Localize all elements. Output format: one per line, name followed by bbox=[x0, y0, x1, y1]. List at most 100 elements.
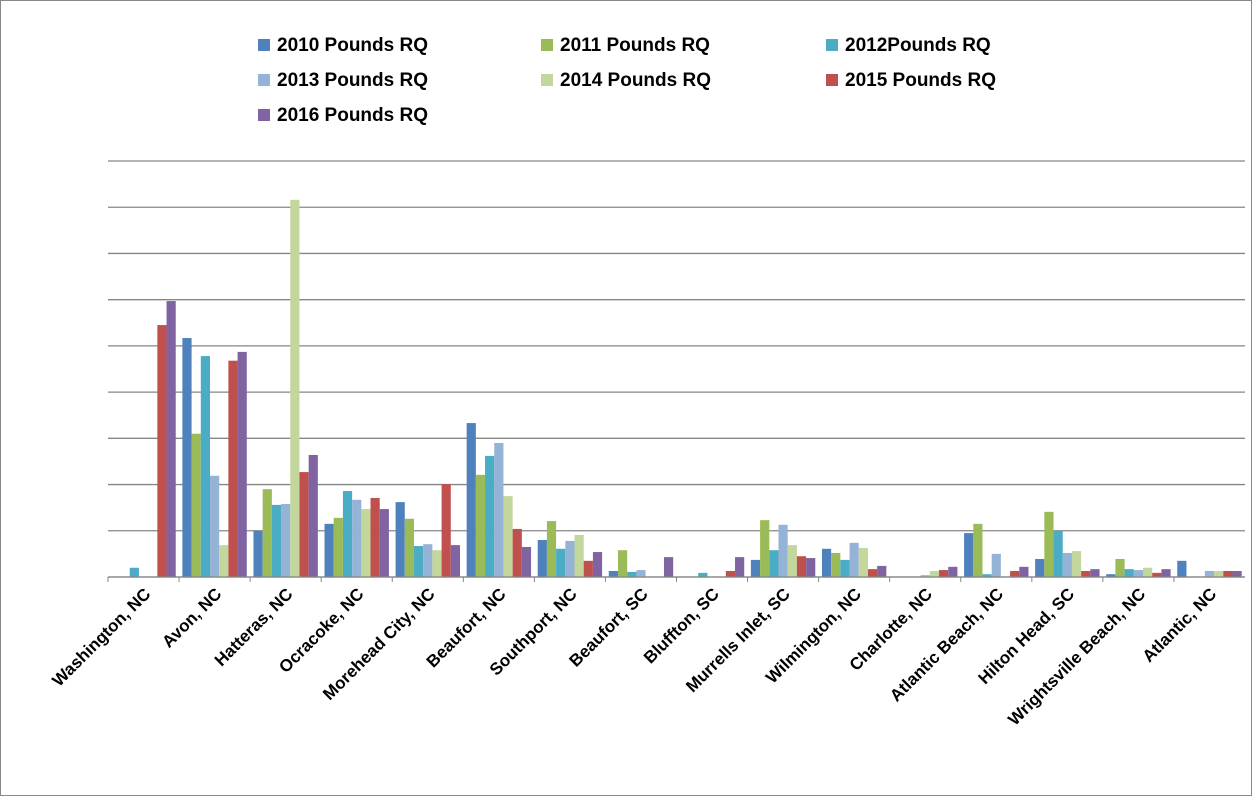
bar bbox=[1010, 570, 1020, 577]
bar bbox=[182, 338, 192, 577]
bar bbox=[592, 552, 603, 577]
bar bbox=[485, 455, 495, 577]
bar bbox=[991, 553, 1001, 577]
bar bbox=[466, 423, 476, 577]
bar bbox=[494, 442, 504, 577]
bar bbox=[475, 474, 486, 577]
legend-label: 2015 Pounds RQ bbox=[845, 70, 996, 91]
bar bbox=[281, 503, 291, 577]
legend-label: 2013 Pounds RQ bbox=[277, 70, 428, 91]
bar bbox=[271, 504, 282, 577]
bar bbox=[939, 570, 949, 577]
bar bbox=[423, 544, 433, 577]
bar bbox=[521, 546, 532, 577]
bar bbox=[1223, 570, 1233, 577]
bar bbox=[1143, 567, 1153, 577]
bar bbox=[413, 546, 424, 577]
bar bbox=[324, 523, 334, 577]
bar bbox=[1019, 566, 1029, 577]
bar bbox=[209, 475, 220, 577]
bar bbox=[1177, 560, 1187, 577]
bar bbox=[1161, 569, 1171, 577]
bar bbox=[450, 545, 460, 577]
bar bbox=[503, 496, 513, 577]
bar bbox=[253, 530, 263, 577]
bar bbox=[395, 502, 405, 577]
bar bbox=[1124, 569, 1134, 577]
bar bbox=[191, 433, 201, 577]
bar bbox=[129, 567, 139, 577]
bar bbox=[698, 572, 708, 577]
bar bbox=[948, 566, 958, 577]
bar bbox=[565, 540, 575, 577]
bar bbox=[556, 548, 566, 577]
bar bbox=[237, 351, 247, 577]
bar bbox=[796, 556, 807, 577]
bar bbox=[262, 489, 272, 577]
bar bbox=[663, 557, 674, 577]
bar bbox=[750, 559, 761, 577]
bar bbox=[806, 558, 816, 577]
bar bbox=[787, 545, 797, 577]
legend-label: 2012Pounds RQ bbox=[845, 35, 991, 56]
bar bbox=[964, 533, 974, 577]
legend-label: 2014 Pounds RQ bbox=[560, 70, 711, 91]
bar bbox=[725, 570, 736, 577]
bar bbox=[361, 509, 371, 577]
bar bbox=[200, 356, 210, 577]
legend-swatch bbox=[541, 74, 553, 86]
legend-swatch bbox=[258, 74, 270, 86]
bar bbox=[929, 570, 940, 577]
bar bbox=[342, 491, 353, 577]
bar bbox=[157, 325, 167, 577]
legend-swatch bbox=[541, 39, 553, 51]
bar bbox=[1090, 569, 1100, 577]
bar bbox=[404, 518, 414, 577]
bar bbox=[831, 552, 841, 577]
bar bbox=[1081, 570, 1091, 577]
bar bbox=[537, 540, 547, 577]
bar bbox=[636, 570, 646, 577]
bar bbox=[920, 575, 930, 577]
legend-swatch bbox=[826, 74, 838, 86]
bar bbox=[512, 528, 522, 577]
bar bbox=[735, 557, 745, 577]
bar bbox=[608, 570, 618, 577]
legend-swatch bbox=[258, 39, 270, 51]
bar bbox=[1232, 570, 1242, 577]
legend-label: 2010 Pounds RQ bbox=[277, 35, 428, 56]
bar bbox=[352, 499, 362, 577]
bar bbox=[1204, 570, 1215, 577]
bar bbox=[867, 569, 878, 577]
bar bbox=[821, 548, 832, 577]
bar bbox=[840, 559, 850, 577]
bar bbox=[370, 497, 380, 577]
bar bbox=[1214, 570, 1224, 577]
bar bbox=[1106, 574, 1116, 577]
bar bbox=[308, 454, 318, 577]
bar bbox=[432, 550, 442, 577]
bar bbox=[333, 517, 343, 577]
bar bbox=[228, 360, 238, 577]
bar bbox=[982, 574, 992, 577]
bar bbox=[617, 550, 628, 577]
bar bbox=[1044, 511, 1054, 577]
legend-label: 2016 Pounds RQ bbox=[277, 105, 428, 126]
bar bbox=[166, 301, 176, 577]
bar bbox=[546, 521, 557, 577]
bar bbox=[1035, 558, 1045, 577]
bar bbox=[219, 545, 229, 577]
bar bbox=[877, 565, 887, 577]
bar bbox=[583, 560, 593, 577]
legend-swatch bbox=[258, 109, 270, 121]
bar bbox=[760, 520, 770, 577]
bar bbox=[973, 523, 983, 577]
bar bbox=[769, 550, 779, 577]
legend-swatch bbox=[826, 39, 838, 51]
bar bbox=[379, 509, 389, 577]
bar bbox=[290, 199, 300, 577]
bar bbox=[1071, 551, 1082, 577]
bar bbox=[858, 547, 868, 577]
